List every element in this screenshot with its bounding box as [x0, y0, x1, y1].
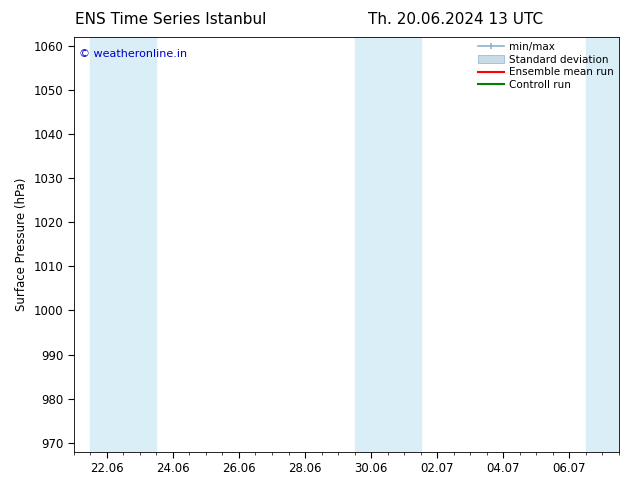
Bar [354, 37, 421, 452]
Bar [90, 37, 157, 452]
Bar [586, 37, 619, 452]
Legend: min/max, Standard deviation, Ensemble mean run, Controll run: min/max, Standard deviation, Ensemble me… [475, 39, 617, 93]
Text: Th. 20.06.2024 13 UTC: Th. 20.06.2024 13 UTC [368, 12, 543, 27]
Text: © weatheronline.in: © weatheronline.in [79, 49, 187, 59]
Text: ENS Time Series Istanbul: ENS Time Series Istanbul [75, 12, 266, 27]
Y-axis label: Surface Pressure (hPa): Surface Pressure (hPa) [15, 178, 28, 311]
